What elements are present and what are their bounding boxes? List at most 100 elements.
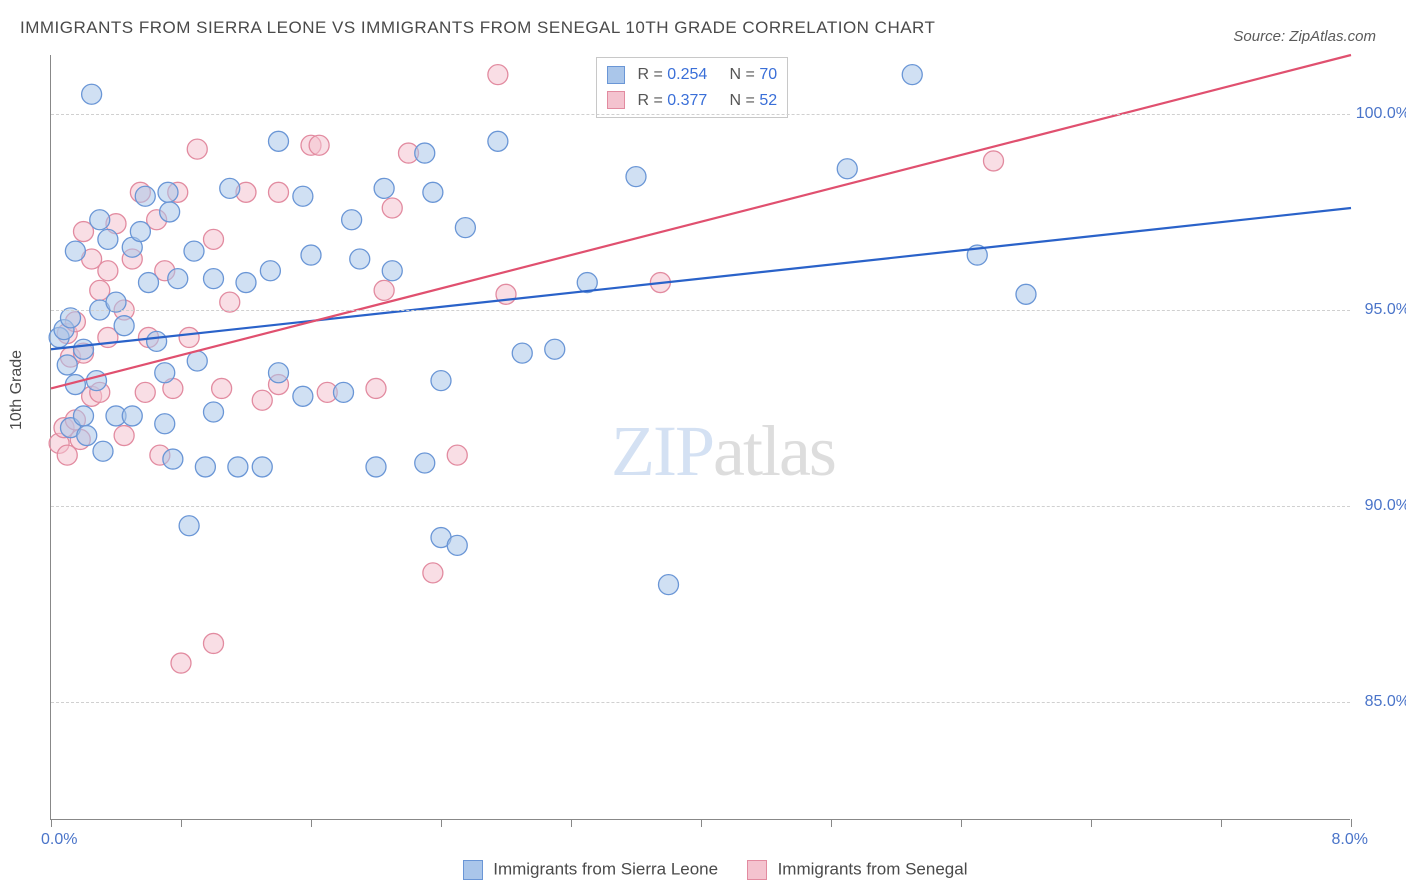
x-axis-label-min: 0.0% xyxy=(41,831,77,849)
scatter-point xyxy=(431,371,451,391)
chart-title: IMMIGRANTS FROM SIERRA LEONE VS IMMIGRAN… xyxy=(20,18,935,38)
scatter-point xyxy=(122,406,142,426)
scatter-point xyxy=(350,249,370,269)
x-axis-tick xyxy=(1091,819,1092,827)
y-axis-tick-label: 85.0% xyxy=(1365,693,1406,711)
scatter-point xyxy=(135,382,155,402)
legend-label-series1: Immigrants from Sierra Leone xyxy=(493,860,718,879)
scatter-point xyxy=(187,139,207,159)
scatter-point xyxy=(488,65,508,85)
scatter-point xyxy=(160,202,180,222)
scatter-point xyxy=(155,414,175,434)
scatter-point xyxy=(74,339,94,359)
scatter-point xyxy=(293,386,313,406)
scatter-point xyxy=(204,633,224,653)
scatter-point xyxy=(57,355,77,375)
stats-r-value-2: 0.377 xyxy=(667,92,707,109)
scatter-point xyxy=(179,516,199,536)
source-value: ZipAtlas.com xyxy=(1289,28,1376,45)
scatter-point xyxy=(114,316,134,336)
scatter-point xyxy=(837,159,857,179)
scatter-point xyxy=(77,426,97,446)
scatter-point xyxy=(260,261,280,281)
scatter-point xyxy=(171,653,191,673)
y-axis-tick-label: 90.0% xyxy=(1365,497,1406,515)
scatter-point xyxy=(342,210,362,230)
scatter-point xyxy=(184,241,204,261)
gridline-h xyxy=(51,506,1350,507)
scatter-point xyxy=(545,339,565,359)
scatter-point xyxy=(98,229,118,249)
x-axis-tick xyxy=(571,819,572,827)
scatter-point xyxy=(293,186,313,206)
scatter-point xyxy=(374,280,394,300)
x-axis-tick xyxy=(311,819,312,827)
stats-n-label-2: N = xyxy=(730,92,760,109)
scatter-point xyxy=(269,363,289,383)
legend-label-series2: Immigrants from Senegal xyxy=(778,860,968,879)
stats-swatch-series1 xyxy=(607,66,625,84)
scatter-point xyxy=(168,269,188,289)
scatter-point xyxy=(212,378,232,398)
x-axis-tick xyxy=(51,819,52,827)
x-axis-tick xyxy=(1221,819,1222,827)
scatter-point xyxy=(382,261,402,281)
legend-swatch-series2 xyxy=(747,860,767,880)
gridline-h xyxy=(51,310,1350,311)
source-label: Source: xyxy=(1233,28,1289,45)
scatter-point xyxy=(187,351,207,371)
scatter-point xyxy=(130,222,150,242)
x-axis-tick xyxy=(441,819,442,827)
scatter-point xyxy=(423,182,443,202)
stats-n-value-1: 70 xyxy=(759,66,777,83)
scatter-point xyxy=(334,382,354,402)
scatter-point xyxy=(1016,284,1036,304)
scatter-point xyxy=(179,327,199,347)
scatter-point xyxy=(488,131,508,151)
y-axis-tick-label: 95.0% xyxy=(1365,301,1406,319)
x-axis-tick xyxy=(181,819,182,827)
scatter-point xyxy=(309,135,329,155)
scatter-point xyxy=(204,269,224,289)
y-axis-tick-label: 100.0% xyxy=(1356,105,1406,123)
scatter-point xyxy=(98,261,118,281)
scatter-point xyxy=(87,371,107,391)
chart-svg xyxy=(51,55,1350,819)
scatter-point xyxy=(74,406,94,426)
scatter-point xyxy=(301,245,321,265)
gridline-h xyxy=(51,114,1350,115)
x-axis-tick xyxy=(961,819,962,827)
scatter-point xyxy=(135,186,155,206)
correlation-stats-box: R = 0.254 N = 70 R = 0.377 N = 52 xyxy=(596,57,788,118)
scatter-point xyxy=(374,178,394,198)
scatter-point xyxy=(366,457,386,477)
scatter-point xyxy=(65,241,85,261)
scatter-point xyxy=(984,151,1004,171)
x-axis-label-max: 8.0% xyxy=(1332,831,1368,849)
scatter-point xyxy=(114,426,134,446)
scatter-point xyxy=(220,178,240,198)
x-axis-tick xyxy=(701,819,702,827)
scatter-point xyxy=(163,449,183,469)
legend-swatch-series1 xyxy=(463,860,483,880)
scatter-point xyxy=(252,390,272,410)
scatter-point xyxy=(139,273,159,293)
stats-swatch-series2 xyxy=(607,91,625,109)
scatter-point xyxy=(382,198,402,218)
stats-r-value-1: 0.254 xyxy=(667,66,707,83)
scatter-point xyxy=(447,445,467,465)
y-axis-title: 10th Grade xyxy=(8,350,26,430)
bottom-legend: Immigrants from Sierra Leone Immigrants … xyxy=(0,859,1406,880)
stats-n-value-2: 52 xyxy=(759,92,777,109)
scatter-point xyxy=(626,167,646,187)
scatter-point xyxy=(366,378,386,398)
source-attribution: Source: ZipAtlas.com xyxy=(1233,28,1376,45)
scatter-point xyxy=(82,84,102,104)
scatter-point xyxy=(93,441,113,461)
scatter-point xyxy=(902,65,922,85)
stats-row-series1: R = 0.254 N = 70 xyxy=(607,62,777,88)
scatter-point xyxy=(415,453,435,473)
x-axis-tick xyxy=(831,819,832,827)
scatter-point xyxy=(147,331,167,351)
gridline-h xyxy=(51,702,1350,703)
